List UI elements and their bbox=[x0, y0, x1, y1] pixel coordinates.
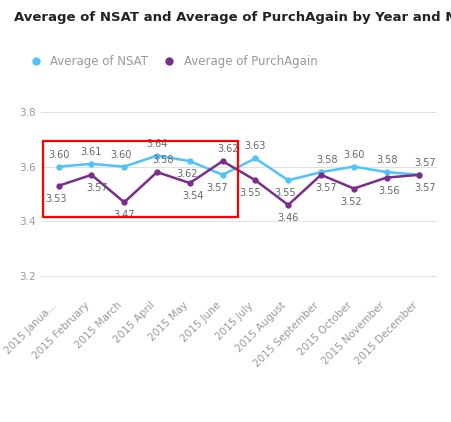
Text: 3.60: 3.60 bbox=[111, 150, 132, 160]
Legend: Average of NSAT, Average of PurchAgain: Average of NSAT, Average of PurchAgain bbox=[19, 50, 322, 73]
Text: 3.60: 3.60 bbox=[48, 150, 69, 160]
Text: 3.46: 3.46 bbox=[277, 213, 299, 223]
Text: 3.53: 3.53 bbox=[45, 194, 67, 204]
Text: 3.58: 3.58 bbox=[316, 155, 337, 165]
Text: 3.52: 3.52 bbox=[340, 197, 362, 207]
Text: 3.55: 3.55 bbox=[239, 188, 261, 198]
Text: 3.57: 3.57 bbox=[316, 183, 337, 193]
Text: 3.61: 3.61 bbox=[81, 147, 102, 157]
Text: 3.57: 3.57 bbox=[414, 183, 436, 193]
Bar bbox=[43, 141, 239, 217]
Text: 3.63: 3.63 bbox=[245, 141, 266, 151]
Text: 3.57: 3.57 bbox=[414, 158, 436, 168]
Text: 3.62: 3.62 bbox=[176, 169, 198, 179]
Text: 3.62: 3.62 bbox=[217, 144, 239, 154]
Text: 3.64: 3.64 bbox=[146, 139, 168, 149]
Text: Average of NSAT and Average of PurchAgain by Year and Month: Average of NSAT and Average of PurchAgai… bbox=[14, 11, 451, 24]
Text: 3.60: 3.60 bbox=[343, 150, 364, 160]
Text: 3.57: 3.57 bbox=[206, 183, 228, 193]
Text: 3.54: 3.54 bbox=[182, 191, 203, 201]
Text: 3.58: 3.58 bbox=[376, 155, 397, 165]
Text: 3.55: 3.55 bbox=[275, 188, 296, 198]
Text: 3.47: 3.47 bbox=[114, 210, 135, 220]
Text: 3.58: 3.58 bbox=[152, 155, 173, 165]
Text: 3.56: 3.56 bbox=[379, 186, 400, 196]
Text: 3.57: 3.57 bbox=[86, 183, 108, 193]
